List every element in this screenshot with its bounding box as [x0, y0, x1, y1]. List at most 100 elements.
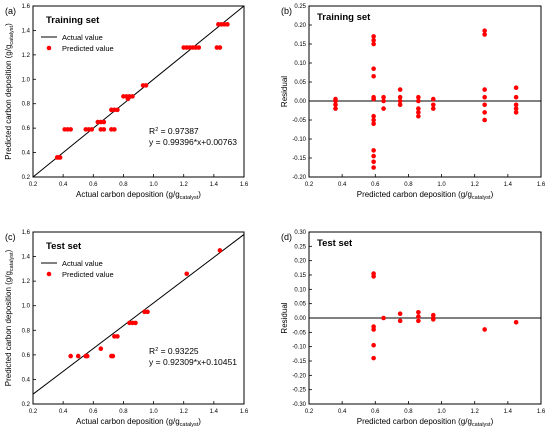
data-point: [397, 311, 403, 317]
y-tick-label: -0.05: [292, 330, 306, 336]
y-axis-label-sub: catalyst: [9, 25, 15, 44]
data-point: [84, 353, 90, 359]
y-tick-label: 0.8: [22, 328, 31, 334]
data-point: [371, 153, 376, 159]
x-tick-label: 0.8: [404, 409, 413, 415]
data-point: [371, 342, 376, 348]
x-tick-label: 0.4: [59, 409, 68, 415]
data-point: [68, 353, 73, 359]
data-point: [416, 98, 421, 104]
r-squared-superscript: 2: [155, 127, 158, 133]
y-tick-label: 0.20: [294, 23, 306, 29]
y-tick-label: 0.05: [294, 80, 306, 86]
x-tick-label: 0.4: [338, 409, 347, 415]
x-axis-label-text: Predicted carbon deposition (g/g: [357, 417, 472, 426]
data-point: [482, 110, 487, 115]
x-tick-label: 0.4: [59, 182, 68, 188]
r-squared-symbol: R: [149, 346, 155, 356]
r-squared-value: = 0.97387: [158, 126, 199, 136]
data-point: [416, 314, 421, 319]
y-tick-label: 0.10: [294, 61, 306, 67]
y-axis-label: Residual: [280, 76, 289, 107]
panel-label: (d): [281, 232, 292, 242]
y-tick-label: 1.6: [22, 230, 31, 236]
legend-label-actual: Actual value: [62, 259, 103, 268]
y-axis-label-text: Residual: [280, 76, 289, 107]
y-axis-label-text: Residual: [280, 302, 289, 333]
y-tick-label: -0.30: [292, 402, 306, 408]
y-axis-label: Predicted carbon deposition (g/gcatalyst…: [4, 249, 15, 386]
data-point: [397, 94, 403, 100]
legend-label-predicted: Predicted value: [62, 44, 114, 53]
legend: Actual value Predicted value: [41, 33, 114, 53]
data-point: [371, 148, 376, 153]
y-tick-label: 0.15: [294, 273, 306, 279]
panel-label: (a): [5, 6, 16, 16]
y-tick-label: 1.4: [22, 255, 31, 261]
x-tick-label: 0.8: [119, 409, 128, 415]
y-axis-label-text: Predicted carbon deposition (g/g: [4, 271, 13, 386]
chart-title: Training set: [317, 12, 371, 23]
data-point: [416, 318, 421, 324]
y-tick-label: 0.25: [294, 4, 306, 10]
data-point: [371, 96, 376, 102]
x-axis-label-text: Actual carbon deposition (g/g: [76, 190, 180, 199]
data-point: [416, 113, 421, 119]
y-tick-label: 0.4: [22, 151, 31, 157]
data-point: [482, 117, 487, 123]
x-axis-label-end: ): [198, 190, 201, 199]
x-axis-label: Actual carbon deposition (g/gcatalyst): [76, 417, 201, 428]
y-tick-label: 1.4: [22, 28, 31, 34]
data-point: [381, 106, 386, 111]
data-point: [430, 106, 436, 111]
data-point: [381, 98, 386, 104]
x-axis-label-end: ): [198, 417, 201, 426]
y-tick-label: 0.10: [294, 287, 306, 293]
plot-frame: [32, 5, 245, 178]
y-tick-label: 0.05: [294, 302, 306, 308]
data-point: [371, 113, 376, 119]
legend-label-predicted: Predicted value: [62, 270, 114, 279]
data-point: [513, 110, 519, 115]
chart-title: Training set: [46, 15, 100, 26]
data-point: [371, 34, 376, 39]
y-tick-label: 1.0: [22, 304, 31, 310]
data-point: [513, 94, 519, 100]
data-point: [482, 28, 487, 33]
y-tick-label: -0.15: [292, 359, 306, 365]
legend: Actual value Predicted value: [41, 259, 114, 279]
y-axis-label-text: Predicted carbon deposition (g/g: [4, 45, 13, 160]
data-point: [333, 102, 338, 108]
data-point: [371, 66, 376, 71]
fit-line: [33, 6, 244, 177]
data-point: [430, 96, 436, 102]
legend-point-swatch: [46, 45, 52, 51]
y-tick-label: 1.2: [22, 53, 31, 59]
data-point: [371, 355, 376, 361]
x-tick-label: 1.4: [504, 409, 513, 415]
y-tick-label: -0.20: [292, 373, 306, 379]
regression-equation: y = 0.92309*x+0.10451: [149, 357, 237, 367]
data-point: [333, 96, 338, 102]
data-point: [371, 121, 376, 127]
data-point: [57, 155, 63, 160]
data-point: [217, 248, 223, 253]
data-point: [397, 87, 403, 92]
y-tick-label: 0.30: [294, 230, 306, 236]
data-point: [482, 102, 487, 108]
data-point: [416, 106, 421, 111]
data-point: [482, 94, 487, 100]
r-squared-symbol: R: [149, 126, 155, 136]
x-tick-label: 1.0: [149, 182, 158, 188]
x-tick-label: 0.8: [119, 182, 128, 188]
x-axis-label: Predicted carbon deposition (g/gcatalyst…: [357, 190, 494, 201]
y-tick-label: -0.05: [292, 118, 306, 124]
data-point: [397, 98, 403, 104]
x-tick-label: 0.8: [404, 182, 413, 188]
data-point: [89, 127, 95, 132]
y-tick-label: 0.20: [294, 259, 306, 265]
x-tick-label: 1.0: [437, 409, 446, 415]
data-point: [101, 119, 107, 125]
x-axis-label-sub: catalyst: [180, 422, 199, 428]
x-tick-label: 0.6: [89, 182, 98, 188]
